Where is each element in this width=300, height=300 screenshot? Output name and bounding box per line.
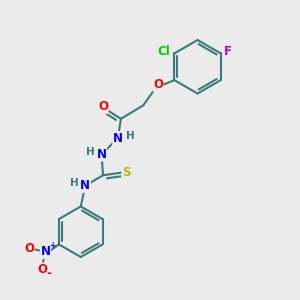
Text: Cl: Cl — [157, 44, 170, 58]
Text: N: N — [40, 245, 50, 258]
Text: O: O — [24, 242, 34, 255]
Text: F: F — [224, 45, 232, 58]
Text: H: H — [126, 131, 135, 141]
Text: +: + — [49, 241, 55, 250]
Text: O: O — [153, 78, 163, 91]
Text: H: H — [70, 178, 78, 188]
Text: N: N — [97, 148, 106, 161]
Text: H: H — [86, 147, 95, 157]
Text: N: N — [80, 179, 90, 192]
Text: S: S — [122, 166, 130, 179]
Text: -: - — [46, 267, 52, 280]
Text: O: O — [38, 263, 47, 276]
Text: N: N — [113, 132, 123, 145]
Text: O: O — [98, 100, 108, 113]
